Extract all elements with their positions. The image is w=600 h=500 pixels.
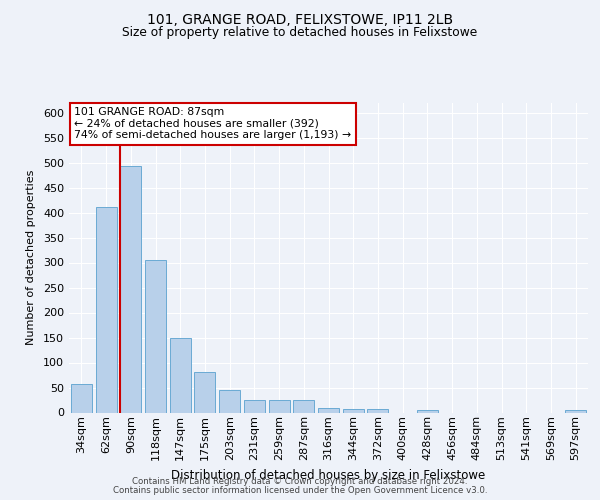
Text: 101, GRANGE ROAD, FELIXSTOWE, IP11 2LB: 101, GRANGE ROAD, FELIXSTOWE, IP11 2LB [147, 12, 453, 26]
Bar [244, 400, 265, 412]
Text: 101 GRANGE ROAD: 87sqm
← 24% of detached houses are smaller (392)
74% of semi-de: 101 GRANGE ROAD: 87sqm ← 24% of detached… [74, 107, 352, 140]
Y-axis label: Number of detached properties: Number of detached properties [26, 170, 36, 345]
Text: Contains public sector information licensed under the Open Government Licence v3: Contains public sector information licen… [113, 486, 487, 495]
Text: Contains HM Land Registry data © Crown copyright and database right 2024.: Contains HM Land Registry data © Crown c… [132, 477, 468, 486]
Bar [145, 260, 166, 412]
Bar [194, 372, 215, 412]
Bar [170, 338, 191, 412]
Bar [95, 206, 116, 412]
Bar [71, 384, 92, 412]
Bar [120, 166, 141, 412]
Bar [219, 390, 240, 412]
Bar [417, 410, 438, 412]
Bar [565, 410, 586, 412]
Text: Size of property relative to detached houses in Felixstowe: Size of property relative to detached ho… [122, 26, 478, 39]
Bar [293, 400, 314, 412]
Bar [318, 408, 339, 412]
Bar [367, 408, 388, 412]
Bar [269, 400, 290, 412]
Bar [343, 408, 364, 412]
X-axis label: Distribution of detached houses by size in Felixstowe: Distribution of detached houses by size … [172, 468, 485, 481]
